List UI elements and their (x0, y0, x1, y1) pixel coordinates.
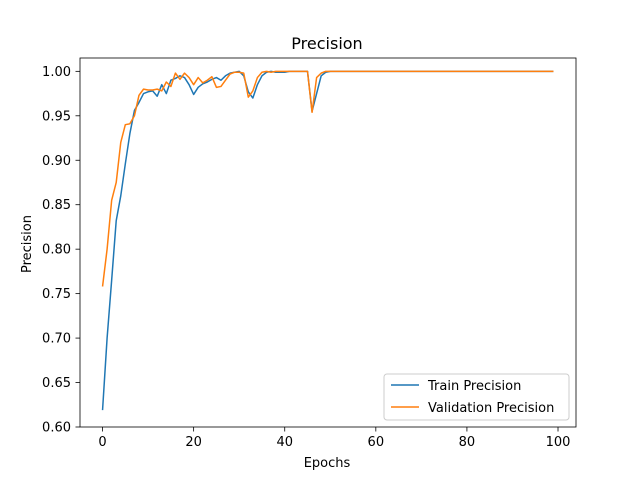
x-tick-label: 100 (546, 435, 571, 450)
y-axis-title: Precision (20, 215, 35, 273)
x-axis-ticks: 0 20 40 60 80 100 (98, 427, 570, 450)
x-tick-label: 40 (276, 435, 293, 450)
legend-label-validation-precision: Validation Precision (428, 401, 554, 416)
x-tick-label: 20 (185, 435, 202, 450)
y-tick-label: 0.60 (42, 421, 71, 436)
y-tick-label: 0.75 (42, 287, 71, 302)
chart-title: Precision (291, 34, 362, 53)
y-tick-label: 1.00 (42, 65, 71, 80)
plot-frame (79, 57, 577, 428)
y-tick-label: 0.65 (42, 376, 71, 391)
y-tick-label: 0.90 (42, 154, 71, 169)
y-tick-label: 0.80 (42, 243, 71, 258)
y-tick-label: 0.95 (42, 109, 71, 124)
x-tick-label: 60 (368, 435, 385, 450)
legend: Train Precision Validation Precision (383, 373, 570, 421)
plot-lines (101, 70, 554, 411)
legend-box (383, 373, 570, 421)
legend-label-train-precision: Train Precision (427, 379, 521, 394)
series-line-validation-precision (101, 70, 554, 287)
x-tick-label: 80 (459, 435, 476, 450)
y-tick-label: 0.70 (42, 332, 71, 347)
y-axis-ticks: 0.60 0.65 0.70 0.75 0.80 0.85 0.90 0.95 1.00 (42, 65, 80, 436)
x-tick-label: 0 (98, 435, 106, 450)
y-tick-label: 0.85 (42, 198, 71, 213)
x-axis-title: Epochs (304, 456, 351, 471)
